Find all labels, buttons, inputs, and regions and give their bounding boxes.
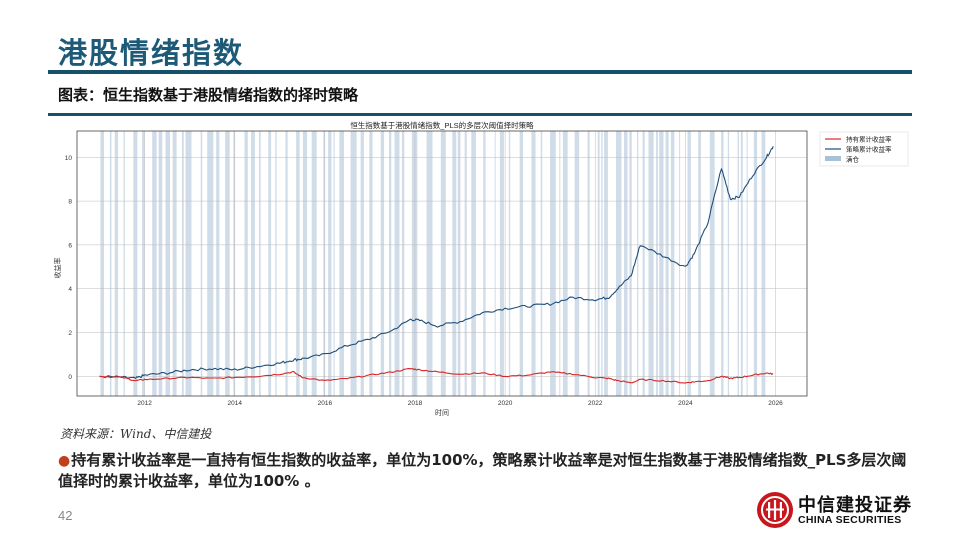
- title-divider: [48, 70, 912, 74]
- page-title: 港股情绪指数: [58, 36, 245, 70]
- source-note: 资料来源：Wind、中信建投: [60, 427, 212, 441]
- svg-text:2020: 2020: [498, 400, 513, 407]
- svg-text:4: 4: [68, 286, 72, 293]
- chart: 恒生指数基于港股情绪指数_PLS的多层次阈值择时策略 0 2 4 6 8 10 2012 2…: [48, 118, 912, 418]
- svg-text:6: 6: [68, 242, 72, 249]
- footnote: ●持有累计收益率是一直持有恒生指数的收益率，单位为100%，策略累计收益率是对恒…: [58, 450, 918, 491]
- svg-text:2026: 2026: [768, 400, 783, 407]
- svg-text:2014: 2014: [227, 400, 242, 407]
- svg-text:2012: 2012: [137, 400, 152, 407]
- legend: 持有累计收益率 策略累计收益率 满仓: [819, 131, 909, 167]
- grid-lines: [77, 131, 807, 396]
- company-logo: 中信建投证券 CHINA SECURITIES: [756, 490, 926, 530]
- svg-text:10: 10: [65, 155, 73, 162]
- svg-text:0: 0: [68, 374, 72, 381]
- hold-line: [99, 368, 774, 384]
- svg-text:8: 8: [68, 199, 72, 206]
- logo-emblem-icon: [757, 492, 793, 528]
- y-axis-label: 收益率: [53, 258, 62, 279]
- x-axis-label: 时间: [435, 408, 449, 417]
- chart-title: 恒生指数基于港股情绪指数_PLS的多层次阈值择时策略: [350, 120, 534, 130]
- strategy-line: [99, 146, 774, 380]
- x-axis-ticks: 2012 2014 2016 2018 2020 2022 2024 2026: [137, 400, 783, 407]
- footnote-text: 持有累计收益率是一直持有恒生指数的收益率，单位为100%，策略累计收益率是对恒生…: [58, 451, 907, 490]
- logo-text-en: CHINA SECURITIES: [798, 514, 902, 526]
- page-number: 42: [58, 508, 73, 523]
- svg-text:2022: 2022: [588, 400, 603, 407]
- svg-text:2016: 2016: [318, 400, 333, 407]
- y-axis-ticks: 0 2 4 6 8 10: [65, 155, 73, 381]
- legend-band-swatch: [825, 156, 841, 161]
- svg-text:2: 2: [68, 330, 72, 337]
- svg-text:2018: 2018: [408, 400, 423, 407]
- logo-text-cn: 中信建投证券: [798, 495, 912, 516]
- svg-text:2024: 2024: [678, 400, 693, 407]
- chart-caption: 图表：恒生指数基于港股情绪指数的择时策略: [58, 86, 359, 104]
- legend-band-label: 满仓: [846, 155, 860, 164]
- legend-strategy-label: 策略累计收益率: [846, 145, 892, 154]
- bullet-icon: ●: [58, 453, 71, 469]
- plot-frame: [76, 130, 808, 397]
- caption-divider: [48, 113, 912, 116]
- position-bands: [100, 131, 766, 396]
- legend-hold-label: 持有累计收益率: [846, 135, 892, 144]
